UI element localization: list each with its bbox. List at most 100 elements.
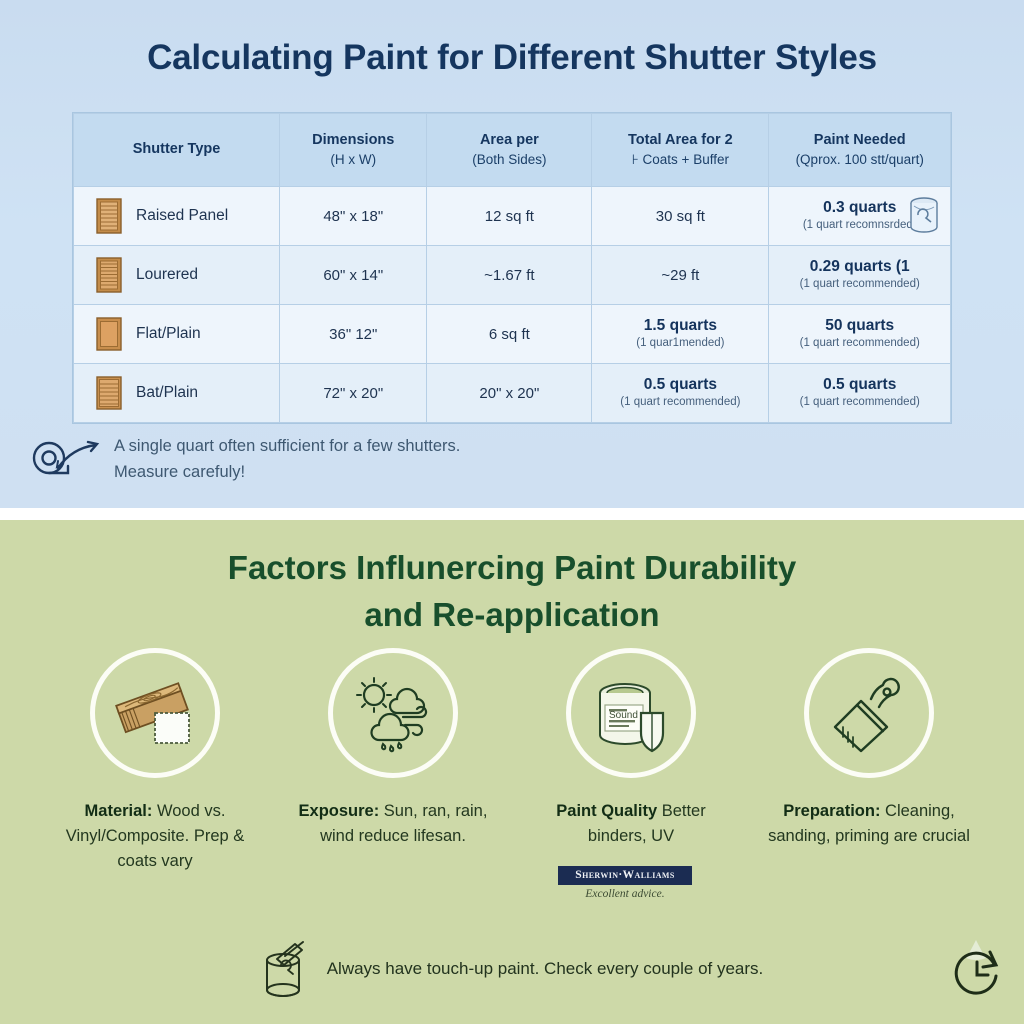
paint-can-shield-icon: Sound	[599, 683, 665, 753]
factors-row: Material: Wood vs. Vinyl/Composite. Prep…	[44, 648, 980, 874]
table-row: Lourered 60" x 14" ~1.67 ft ~29 ft 0.29 …	[72, 245, 951, 305]
measure-footnote: A single quart often sufficient for a fe…	[26, 428, 496, 486]
paint-amount: 0.5 quarts	[823, 376, 897, 394]
cell-total-area: 30 sq ft	[591, 186, 770, 246]
factor-label: Material:	[84, 802, 153, 820]
table-row: Bat/Plain 72" x 20" 20" x 20" 0.5 quarts…	[72, 363, 951, 423]
shutter-type-label: Lourered	[136, 266, 199, 283]
page-title: Calculating Paint for Different Shutter …	[147, 38, 877, 77]
paint-table-container: Shutter Type Dimensions (H x W) Area per…	[72, 112, 952, 424]
factor-label: Paint Quality	[556, 802, 658, 820]
factor-material: Material: Wood vs. Vinyl/Composite. Prep…	[44, 648, 266, 874]
paint-recommendation: (1 quart recommended)	[799, 396, 920, 409]
brand-tagline: Excollent advice.	[585, 888, 665, 900]
factor-icon-circle	[90, 648, 220, 778]
header-main: Total Area for 2	[627, 132, 733, 149]
factor-description: Cleaning, sanding, priming are crucial	[768, 802, 970, 846]
wood-plank-icon	[115, 682, 190, 744]
cell-paint-needed: 0.29 quarts (1 (1 quart recommended)	[768, 245, 951, 305]
footnote-text: A single quart often sufficient for a fe…	[114, 437, 461, 481]
section-title-line2: and Re-application	[364, 595, 660, 633]
table-header-row: Shutter Type Dimensions (H x W) Area per…	[72, 113, 951, 187]
factor-icon-circle	[804, 648, 934, 778]
shutter-type-label: Flat/Plain	[136, 325, 201, 342]
cell-paint-needed: 50 quarts (1 quart recommended)	[768, 304, 951, 364]
paint-amount: 50 quarts	[825, 317, 895, 335]
factor-caption: Paint Quality Better binders, UV	[520, 799, 742, 849]
factor-caption: Exposure: Sun, ran, rain, wind reduce li…	[282, 799, 504, 849]
header-sub: (Qprox. 100 stt/quart)	[795, 151, 924, 167]
column-header-area-per: Area per (Both Sides)	[426, 113, 593, 187]
factor-description: Better binders, UV	[587, 802, 706, 846]
factor-label: Exposure:	[298, 802, 380, 820]
shutter-louvered-icon	[96, 198, 122, 234]
cell-area-per-side: 12 sq ft	[426, 186, 593, 246]
header-main: Area per	[479, 132, 539, 149]
paint-recommendation: (1 quart recommended)	[799, 278, 920, 291]
cell-dimensions: 72" x 20"	[279, 363, 428, 423]
header-sub: (H x W)	[330, 151, 377, 167]
svg-text:Sound: Sound	[609, 710, 638, 721]
clock-refresh-icon	[954, 940, 999, 995]
cell-dimensions: 48" x 18"	[279, 186, 428, 246]
factor-caption: Preparation: Cleaning, sanding, priming …	[758, 799, 980, 849]
cell-total-area: 1.5 quarts (1 quar1mended)	[591, 304, 770, 364]
brand-name: Sherwin·Walliams	[558, 866, 692, 885]
footer-note: Always have touch-up paint. Check every …	[0, 938, 1024, 1000]
column-header-total-area: Total Area for 2 ⊦ Coats + Buffer	[591, 113, 770, 187]
shutter-type-label: Raised Panel	[136, 207, 229, 224]
column-header-shutter-type: Shutter Type	[72, 113, 281, 187]
paint-calculation-section: Calculating Paint for Different Shutter …	[0, 0, 1024, 512]
factor-icon-circle: Sound	[566, 648, 696, 778]
factor-paint-quality: Sound Paint Quality Better binders, UV	[520, 648, 742, 874]
tape-measure-icon	[32, 440, 100, 475]
section-title-line1: Factors Influnercing Paint Durability	[227, 549, 797, 586]
paint-bucket-brush-icon	[265, 941, 304, 997]
paint-requirements-table: Shutter Type Dimensions (H x W) Area per…	[72, 113, 951, 423]
putty-knife-icon	[833, 677, 900, 753]
total-area-amount: 0.5 quarts	[643, 376, 717, 394]
cell-shutter-type: Lourered	[72, 245, 281, 305]
total-area-amount: 1.5 quarts	[643, 317, 717, 335]
cell-paint-needed: 0.3 quarts (1 quart recomnsrded)	[768, 186, 951, 246]
factor-description: Sun, ran, rain, wind reduce lifesan.	[320, 802, 488, 846]
shutter-flat-icon	[96, 317, 122, 351]
shutter-board-batten-icon	[96, 376, 122, 410]
cell-paint-needed: 0.5 quarts (1 quart recommended)	[768, 363, 951, 423]
factor-icon-circle	[328, 648, 458, 778]
paint-amount: 0.3 quarts	[823, 199, 897, 217]
factor-label: Preparation:	[783, 802, 881, 820]
cell-area-per-side: ~1.67 ft	[426, 245, 593, 305]
table-row: Raised Panel 48" x 18" 12 sq ft 30 sq ft…	[72, 186, 951, 246]
total-area-note: (1 quart recommended)	[620, 396, 741, 409]
total-area-note: (1 quar1mended)	[636, 337, 725, 350]
cell-shutter-type: Flat/Plain	[72, 304, 281, 364]
factor-exposure: Exposure: Sun, ran, rain, wind reduce li…	[282, 648, 504, 874]
header-sub: ⊦ Coats + Buffer	[631, 151, 729, 167]
table-header: Shutter Type Dimensions (H x W) Area per…	[72, 113, 951, 187]
cell-dimensions: 36" 12"	[279, 304, 428, 364]
factor-caption: Material: Wood vs. Vinyl/Composite. Prep…	[44, 799, 266, 874]
table-body: Raised Panel 48" x 18" 12 sq ft 30 sq ft…	[72, 186, 951, 423]
column-header-dimensions: Dimensions (H x W)	[279, 113, 428, 187]
factor-description: Wood vs. Vinyl/Composite. Prep & coats v…	[65, 802, 245, 871]
cell-total-area: ~29 ft	[591, 245, 770, 305]
table-row: Flat/Plain 36" 12" 6 sq ft 1.5 quarts (1…	[72, 304, 951, 364]
header-main: Dimensions	[312, 132, 395, 149]
header-main: Shutter Type	[132, 141, 221, 158]
paint-can-icon	[910, 197, 938, 233]
cell-shutter-type: Raised Panel	[72, 186, 281, 246]
footer-text: Always have touch-up paint. Check every …	[326, 959, 764, 978]
header-sub: (Both Sides)	[472, 151, 547, 167]
cell-area-per-side: 20" x 20"	[426, 363, 593, 423]
cell-shutter-type: Bat/Plain	[72, 363, 281, 423]
cell-total-area: 0.5 quarts (1 quart recommended)	[591, 363, 770, 423]
paint-recommendation: (1 quart recomnsrded)	[802, 219, 917, 232]
weather-sun-rain-wind-icon	[356, 677, 428, 753]
brand-badge: Sherwin·Walliams Excollent advice.	[558, 866, 692, 900]
cell-dimensions: 60" x 14"	[279, 245, 428, 305]
paint-amount: 0.29 quarts (1	[809, 258, 910, 276]
header-main: Paint Needed	[813, 132, 906, 149]
durability-factors-section: Factors Influnercing Paint Durability an…	[0, 520, 1024, 1024]
